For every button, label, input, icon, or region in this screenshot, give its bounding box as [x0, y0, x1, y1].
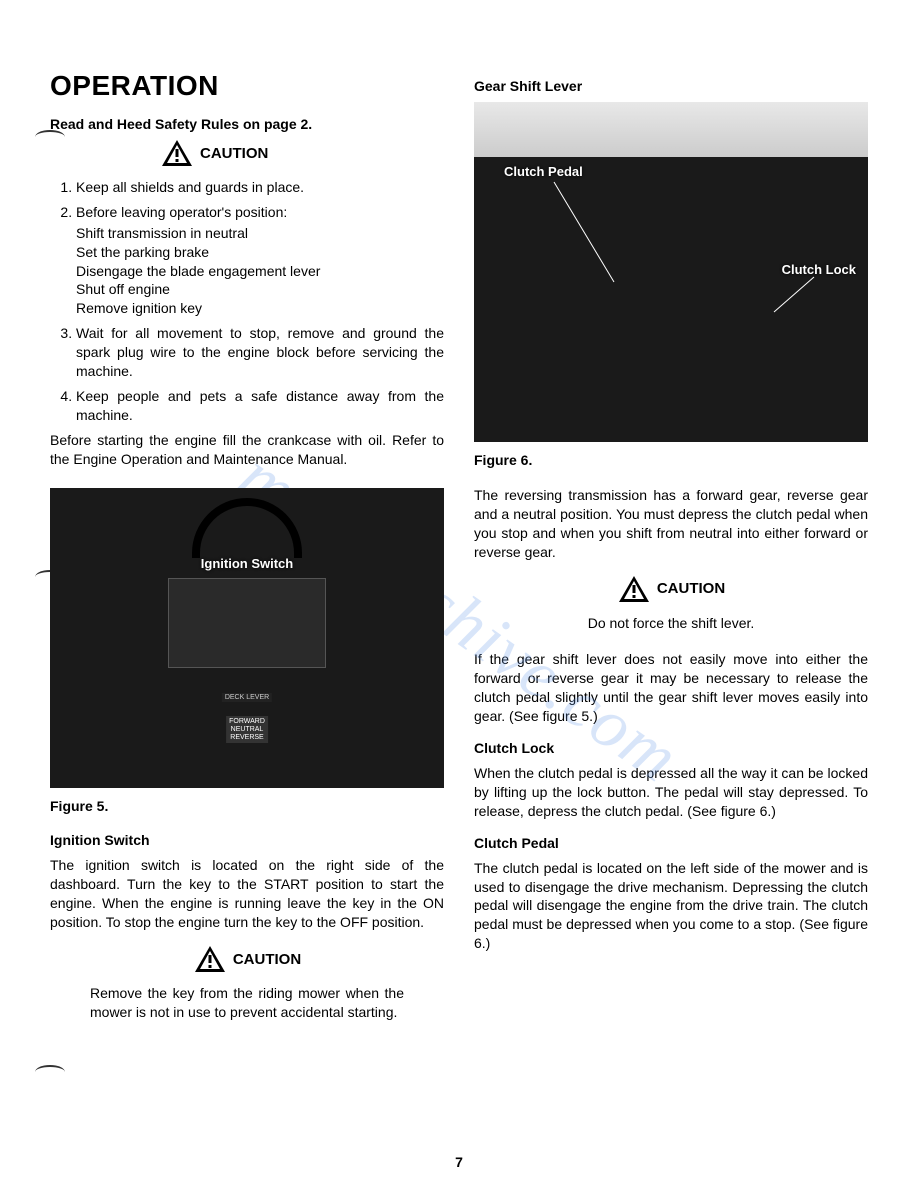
warning-triangle-icon — [160, 138, 194, 168]
caution-label: CAUTION — [657, 580, 725, 597]
warning-triangle-icon — [193, 944, 227, 974]
page-title: OPERATION — [50, 70, 444, 102]
prestart-paragraph: Before starting the engine fill the cran… — [50, 431, 444, 469]
callout-lines — [474, 102, 868, 442]
figure-6: Clutch Pedal Clutch Lock — [474, 102, 868, 442]
caution-sublines: Shift transmission in neutral Set the pa… — [76, 224, 444, 318]
clutch-pedal-heading: Clutch Pedal — [474, 835, 868, 851]
ignition-switch-label: Ignition Switch — [201, 556, 293, 571]
caution-list: Keep all shields and guards in place. Be… — [50, 178, 444, 425]
shift-indicator: FORWARD NEUTRAL REVERSE — [226, 716, 268, 743]
safety-rule-line: Read and Heed Safety Rules on page 2. — [50, 116, 444, 132]
caution-subline: Set the parking brake — [76, 243, 444, 262]
shift-line: REVERSE — [229, 734, 265, 742]
gear-shift-heading: Gear Shift Lever — [474, 78, 868, 94]
caution-item: Wait for all movement to stop, remove an… — [76, 324, 444, 381]
warning-triangle-icon — [617, 574, 651, 604]
left-column: OPERATION Read and Heed Safety Rules on … — [50, 70, 444, 1030]
caution-label: CAUTION — [233, 951, 301, 968]
clutch-lock-body: When the clutch pedal is depressed all t… — [474, 764, 868, 821]
figure-5-caption: Figure 5. — [50, 798, 444, 814]
caution-item-text: Keep people and pets a safe distance awa… — [76, 388, 444, 423]
shift-line: FORWARD — [229, 718, 265, 726]
caution-item: Before leaving operator's position: Shif… — [76, 203, 444, 318]
gear-body-1: The reversing transmission has a forward… — [474, 486, 868, 562]
binding-mark — [35, 130, 65, 144]
caution-label: CAUTION — [200, 145, 268, 162]
ignition-body: The ignition switch is located on the ri… — [50, 856, 444, 932]
caution-item: Keep people and pets a safe distance awa… — [76, 387, 444, 425]
steering-wheel-graphic — [192, 498, 302, 558]
caution-note: Remove the key from the riding mower whe… — [50, 984, 444, 1022]
caution-item-text: Wait for all movement to stop, remove an… — [76, 325, 444, 379]
caution-header-2: CAUTION — [50, 944, 444, 974]
clutch-lock-heading: Clutch Lock — [474, 740, 868, 756]
shift-line: NEUTRAL — [229, 726, 265, 734]
gear-body-2: If the gear shift lever does not easily … — [474, 650, 868, 726]
caution-block-3: CAUTION Do not force the shift lever. — [474, 574, 868, 633]
caution-header-3: CAUTION — [474, 574, 868, 604]
caution-subline: Shift transmission in neutral — [76, 224, 444, 243]
page-content: OPERATION Read and Heed Safety Rules on … — [50, 70, 868, 1030]
clutch-pedal-body: The clutch pedal is located on the left … — [474, 859, 868, 953]
caution-header-1: CAUTION — [50, 138, 444, 168]
caution-item: Keep all shields and guards in place. — [76, 178, 444, 197]
caution-block-2: CAUTION Remove the key from the riding m… — [50, 944, 444, 1022]
caution-subline: Shut off engine — [76, 280, 444, 299]
binding-mark — [35, 1065, 65, 1079]
figure-5: Ignition Switch DECK LEVER FORWARD NEUTR… — [50, 488, 444, 788]
deck-lever-label: DECK LEVER — [222, 693, 272, 702]
caution-item-text: Keep all shields and guards in place. — [76, 179, 304, 195]
right-column: Gear Shift Lever Clutch Pedal Clutch Loc… — [474, 70, 868, 1030]
caution-item-text: Before leaving operator's position: — [76, 204, 287, 220]
caution-subline: Remove ignition key — [76, 299, 444, 318]
figure-6-caption: Figure 6. — [474, 452, 868, 468]
page-number: 7 — [455, 1154, 463, 1170]
dashboard-panel-graphic — [168, 578, 326, 668]
caution-subline: Disengage the blade engagement lever — [76, 262, 444, 281]
caution-note: Do not force the shift lever. — [474, 614, 868, 633]
ignition-heading: Ignition Switch — [50, 832, 444, 848]
